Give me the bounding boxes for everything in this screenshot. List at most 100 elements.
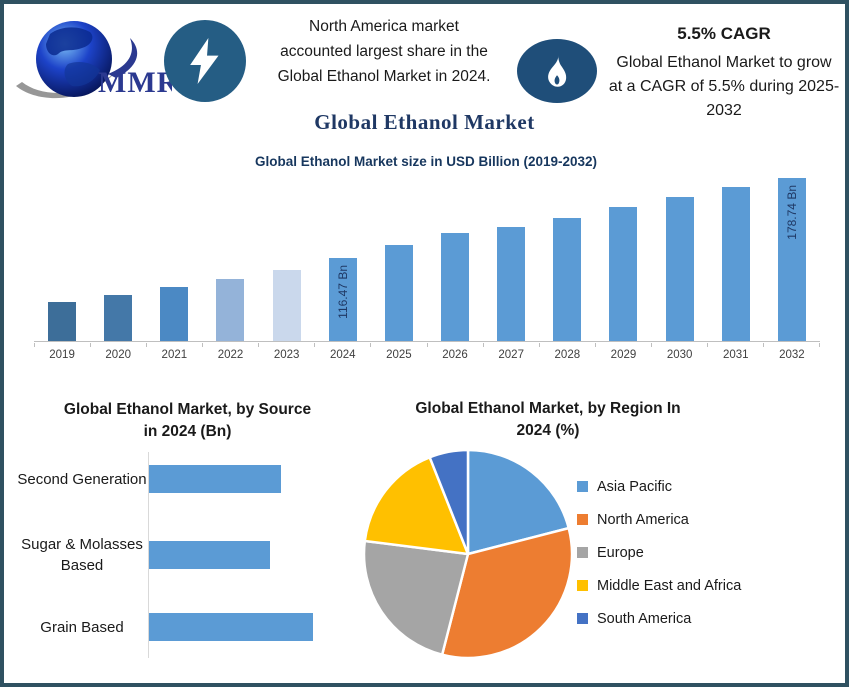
bar-2020 bbox=[104, 295, 133, 341]
axis-tick bbox=[315, 343, 372, 347]
bar-2019 bbox=[48, 302, 77, 341]
source-category-label: Sugar & Molasses Based bbox=[21, 536, 143, 574]
cagr-line: Global Ethanol Market to grow bbox=[616, 54, 832, 71]
axis-tick bbox=[652, 343, 708, 347]
legend-item: South America bbox=[577, 608, 741, 629]
legend-label: South America bbox=[597, 610, 692, 627]
cagr-line: 2032 bbox=[706, 102, 742, 119]
bar-value-label: 178.74 Bn bbox=[784, 185, 799, 240]
x-axis-label: 2020 bbox=[105, 349, 131, 361]
region-legend: Asia Pacific North America Europe Middle Ea… bbox=[577, 476, 741, 641]
flame-icon bbox=[548, 55, 567, 87]
mmr-logo: MMR bbox=[16, 21, 172, 99]
axis-tick bbox=[708, 343, 765, 347]
bar-value-label: 116.47 Bn bbox=[335, 265, 350, 319]
bar-2022 bbox=[216, 279, 245, 341]
x-axis-label: 2026 bbox=[442, 349, 468, 361]
region-chart-title: Global Ethanol Market, by Region In 2024… bbox=[398, 398, 698, 442]
axis-tick bbox=[35, 343, 92, 347]
x-axis-label: 2032 bbox=[779, 349, 805, 361]
x-axis-label: 2021 bbox=[161, 349, 188, 361]
source-axis-line bbox=[148, 452, 149, 658]
pie-slice-europe bbox=[362, 539, 470, 656]
bar-2023 bbox=[272, 270, 301, 341]
pie-slice-north-america bbox=[440, 526, 574, 660]
cagr-text: Global Ethanol Market to grow at a CAGR … bbox=[601, 51, 845, 123]
axis-tick bbox=[371, 343, 428, 347]
pie-slice-south-america bbox=[428, 448, 470, 556]
globe-continent bbox=[64, 62, 100, 87]
axis-tick bbox=[147, 343, 204, 347]
cagr-heading: 5.5% CAGR bbox=[677, 24, 771, 43]
bar-2021 bbox=[160, 287, 189, 341]
axis-tick bbox=[203, 343, 260, 347]
axis-tick bbox=[484, 343, 540, 347]
trend-bars: 116.47 Bn 178.74 Bn bbox=[34, 175, 820, 342]
source-chart: Global Ethanol Market, by Source in 2024… bbox=[15, 395, 360, 667]
legend-swatch bbox=[577, 514, 588, 525]
axis-tick bbox=[540, 343, 596, 347]
x-axis-label: 2031 bbox=[722, 349, 749, 361]
bar-2025 bbox=[384, 245, 413, 341]
axis-tick bbox=[596, 343, 652, 347]
bar-2030 bbox=[665, 197, 694, 341]
axis-tick bbox=[91, 343, 148, 347]
bar-2029 bbox=[609, 207, 638, 341]
mmr-logo-text: MMR bbox=[98, 66, 172, 99]
region-title-line: 2024 (%) bbox=[516, 422, 580, 439]
headline-line: North America market bbox=[309, 18, 459, 35]
bar-2026 bbox=[441, 233, 470, 341]
page-title: Global Ethanol Market bbox=[314, 110, 535, 134]
trend-chart-title: Global Ethanol Market size in USD Billio… bbox=[254, 154, 598, 169]
cagr-line: at a CAGR of 5.5% during 2025- bbox=[608, 78, 840, 95]
bar-2031 bbox=[721, 187, 750, 341]
x-axis-label: 2029 bbox=[610, 349, 637, 361]
legend-label: Asia Pacific bbox=[597, 478, 672, 495]
legend-item: Middle East and Africa bbox=[577, 575, 741, 596]
source-bar bbox=[149, 613, 313, 641]
headline-text: North America market accounted largest s… bbox=[246, 14, 522, 89]
legend-label: Middle East and Africa bbox=[597, 577, 742, 594]
axis-tick bbox=[259, 343, 316, 347]
legend-swatch bbox=[577, 547, 588, 558]
trend-chart: Global Ethanol Market size in USD Billio… bbox=[30, 150, 822, 365]
source-bar bbox=[149, 465, 281, 493]
x-axis-label: 2022 bbox=[217, 349, 244, 361]
source-title-line: in 2024 (Bn) bbox=[143, 423, 232, 440]
source-category-label: Grain Based bbox=[40, 618, 124, 636]
bar-2032: 178.74 Bn bbox=[777, 178, 806, 341]
x-axis-label: 2023 bbox=[273, 349, 300, 361]
cagr-block: 5.5% CAGR Global Ethanol Market to grow … bbox=[601, 24, 845, 123]
pie-slice-middle-east-and-africa bbox=[363, 456, 470, 556]
x-axis-label: 2019 bbox=[49, 349, 75, 361]
x-axis-label: 2024 bbox=[329, 349, 356, 361]
x-axis-label: 2028 bbox=[554, 349, 581, 361]
pie-slice-asia-pacific bbox=[466, 448, 570, 556]
legend-item: Asia Pacific bbox=[577, 476, 741, 497]
bar-2028 bbox=[553, 218, 582, 341]
legend-swatch bbox=[577, 613, 588, 624]
axis-tick bbox=[428, 343, 484, 347]
region-pie bbox=[362, 448, 574, 660]
axis-tick bbox=[764, 343, 821, 347]
legend-swatch bbox=[577, 580, 588, 591]
legend-label: North America bbox=[597, 511, 689, 528]
legend-swatch bbox=[577, 481, 588, 492]
region-title-line: Global Ethanol Market, by Region In bbox=[415, 400, 681, 417]
bar-2024: 116.47 Bn bbox=[328, 258, 357, 341]
logo-blue-swoosh bbox=[108, 38, 138, 78]
legend-label: Europe bbox=[597, 544, 644, 561]
x-axis-label: 2025 bbox=[386, 349, 412, 361]
x-axis-labels: 2019 2020 2021 2022 2023 2024 2025 2026 2027 2028… bbox=[34, 349, 820, 361]
x-axis-label: 2027 bbox=[498, 349, 524, 361]
bar-2027 bbox=[497, 227, 526, 341]
headline-line: accounted largest share in the bbox=[280, 43, 488, 60]
lightning-icon bbox=[190, 38, 219, 84]
legend-item: Europe bbox=[577, 542, 741, 563]
lightning-badge bbox=[164, 20, 246, 102]
x-axis-label: 2030 bbox=[666, 349, 693, 361]
globe-continent bbox=[46, 27, 93, 56]
x-axis-ticks bbox=[34, 343, 821, 347]
source-category-label: Second Generation bbox=[17, 470, 147, 488]
flame-badge bbox=[517, 39, 597, 103]
